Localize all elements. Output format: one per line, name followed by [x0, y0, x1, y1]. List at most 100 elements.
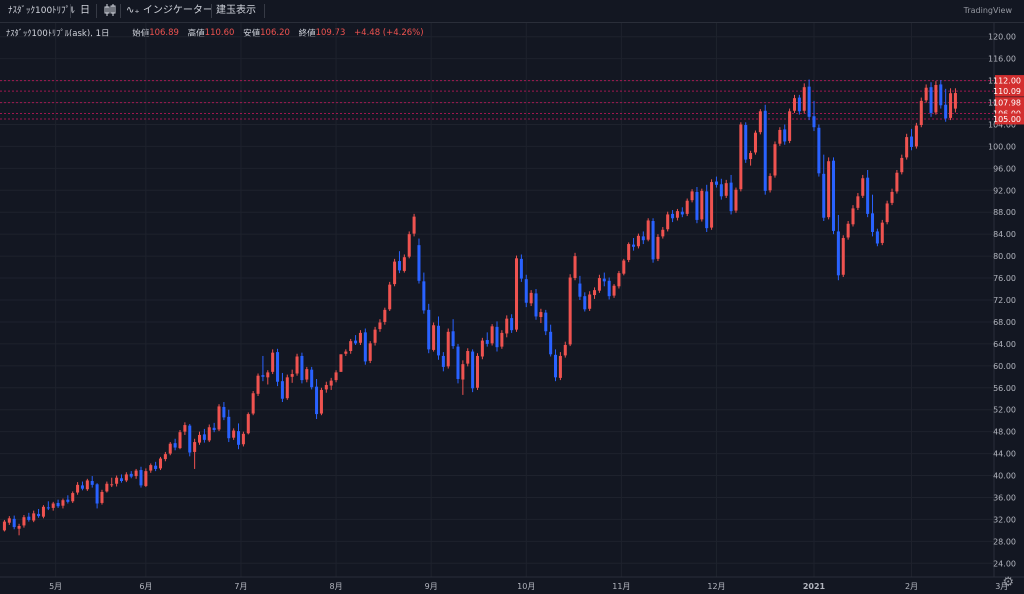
candle-body — [461, 364, 465, 380]
candle-body — [246, 414, 250, 434]
candle-body — [724, 183, 728, 196]
interval-button[interactable]: 日 — [80, 5, 90, 16]
candle-body — [178, 432, 182, 449]
candle — [875, 228, 879, 247]
candle — [627, 242, 631, 263]
candle-body — [227, 416, 231, 439]
candle-body — [417, 245, 421, 281]
candle — [929, 82, 933, 117]
positions-button[interactable]: 建玉表示 — [216, 5, 256, 16]
candle — [910, 128, 914, 151]
candle-body — [617, 273, 621, 287]
low-label: 安値 — [243, 29, 261, 39]
candle-body — [680, 211, 684, 215]
candle-body — [232, 430, 236, 438]
candle — [549, 324, 553, 357]
price-tag[interactable]: 112.00 — [993, 75, 1024, 87]
candle-body — [315, 386, 319, 415]
toolbar-divider — [120, 4, 121, 18]
high-value: 110.60 — [204, 28, 235, 38]
candle — [705, 184, 709, 232]
candle-body — [422, 281, 426, 311]
candle-body — [183, 425, 187, 432]
candle-body — [622, 260, 626, 274]
price-tag-box — [995, 113, 1024, 125]
candle — [451, 319, 455, 349]
candle — [85, 478, 89, 491]
candle-body — [37, 513, 41, 517]
candle — [46, 501, 50, 511]
candle — [119, 474, 123, 483]
candle — [641, 231, 645, 245]
price-tick-label: 88.00 — [993, 208, 1016, 217]
price-tag[interactable]: 105.00 — [993, 113, 1024, 125]
candle-body — [358, 332, 362, 343]
candle — [949, 88, 953, 121]
candle-body — [719, 184, 723, 197]
candle-body — [154, 465, 158, 469]
price-tag[interactable]: 107.98 — [993, 97, 1024, 109]
price-tick-label: 64.00 — [993, 340, 1016, 349]
candle — [295, 353, 299, 376]
candle-body — [480, 340, 484, 357]
candle-body — [749, 152, 753, 160]
toolbar-divider — [70, 4, 71, 18]
candle-body — [729, 182, 733, 212]
price-tag[interactable]: 110.09 — [993, 85, 1024, 97]
open-label: 始値 — [132, 29, 150, 39]
candle-body — [573, 256, 577, 279]
candle-body — [519, 258, 523, 279]
price-tick-label: 28.00 — [993, 537, 1016, 546]
candle — [544, 309, 548, 336]
candle — [675, 208, 679, 221]
candle — [41, 505, 45, 519]
candle — [383, 307, 387, 325]
candle — [539, 308, 543, 324]
toolbar-divider — [264, 4, 265, 18]
candle-body — [363, 332, 367, 362]
price-tag-label: 112.00 — [993, 77, 1021, 86]
candle-body — [890, 191, 894, 203]
candle-body — [690, 191, 694, 201]
candle-body — [344, 351, 348, 354]
candle-body — [105, 483, 109, 492]
candle-style-icon[interactable] — [104, 0, 116, 22]
symbol-search[interactable]: ﾅｽﾀﾞｯｸ100ﾄﾘﾌﾟﾙ — [8, 6, 75, 16]
candle-body — [944, 104, 948, 119]
candle-body — [349, 341, 353, 352]
candle — [617, 270, 621, 289]
candle — [597, 274, 601, 293]
candle — [393, 258, 397, 287]
tradingview-logo[interactable]: TradingView — [963, 6, 1012, 15]
candle-body — [671, 213, 675, 219]
candle — [368, 341, 372, 364]
legend-symbol-title[interactable]: ﾅｽﾀﾞｯｸ100ﾄﾘﾌﾟﾙ(ask), 1日 — [6, 29, 110, 39]
candle — [812, 100, 816, 132]
candle — [729, 174, 733, 215]
candle-body — [46, 507, 50, 509]
candle-body — [758, 111, 762, 133]
candle-body — [910, 136, 914, 147]
price-tick-label: 60.00 — [993, 362, 1016, 371]
candle-body — [900, 157, 904, 173]
candle-body — [919, 100, 923, 126]
settings-gear-icon[interactable]: ⚙ — [1002, 575, 1014, 590]
candle — [115, 475, 119, 487]
candle — [768, 173, 772, 193]
indicators-button[interactable]: ∿₊ インジケーター — [126, 0, 213, 22]
candle-body — [290, 374, 294, 377]
candle-body — [661, 229, 665, 237]
candle — [690, 189, 694, 203]
candlestick-chart[interactable]: 24.00 28.00 32.00 36.00 40.00 44.00 48.00 52.00… — [0, 23, 1024, 594]
candle — [378, 319, 382, 332]
candle — [305, 366, 309, 383]
candle-body — [285, 377, 289, 399]
candle-body — [929, 87, 933, 113]
candle-body — [22, 517, 26, 526]
candle-body — [115, 477, 119, 484]
candle — [349, 338, 353, 354]
candle-body — [198, 434, 202, 443]
price-tick-label: 120.00 — [988, 33, 1016, 42]
candle — [505, 315, 509, 338]
time-tick-label: 5月 — [49, 582, 62, 591]
